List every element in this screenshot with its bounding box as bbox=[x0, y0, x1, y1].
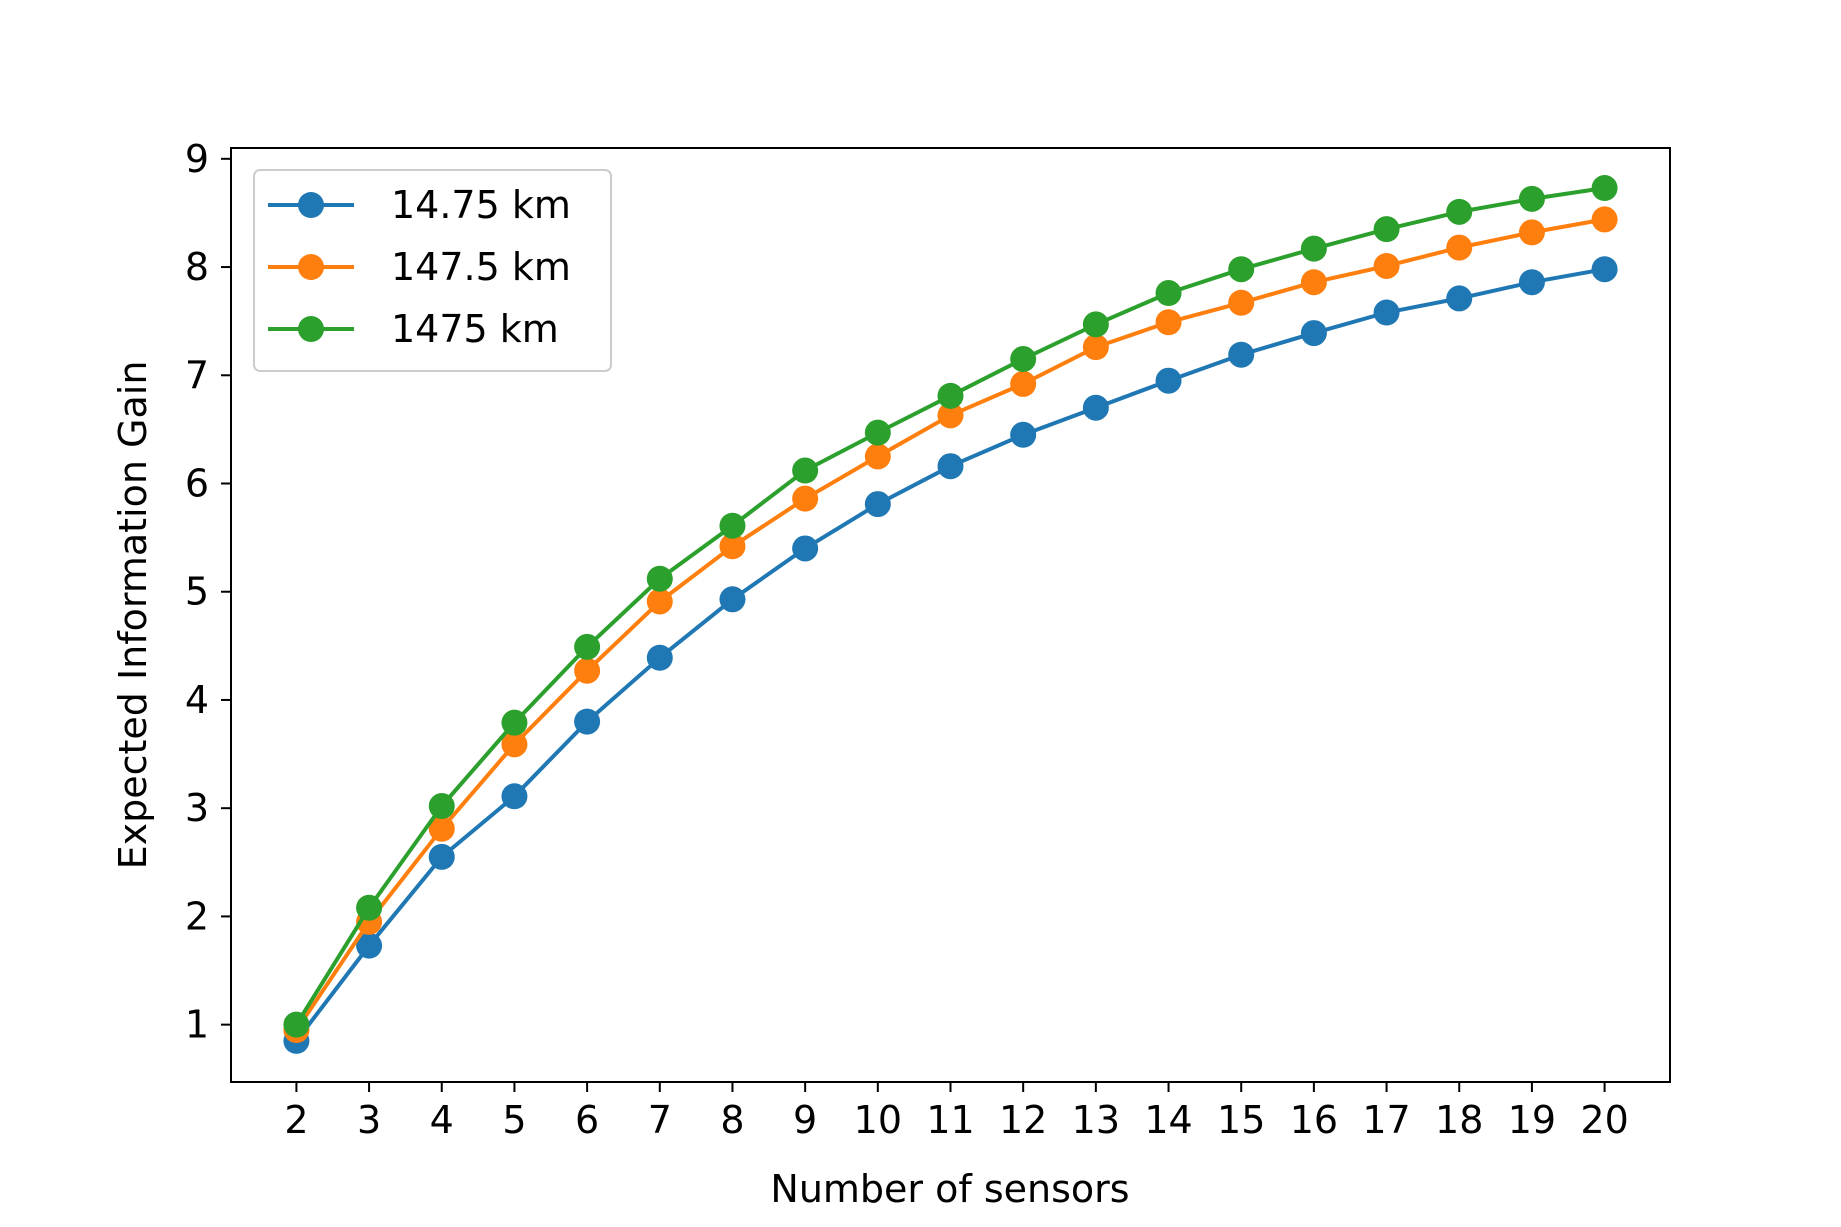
data-point-14-75-km bbox=[719, 586, 746, 613]
x-tick-label: 10 bbox=[854, 1098, 902, 1142]
data-point-1475-km bbox=[1010, 346, 1037, 373]
y-tick-label: 8 bbox=[185, 245, 209, 289]
data-point-1475-km bbox=[1446, 198, 1473, 225]
data-point-147-5-km bbox=[428, 815, 455, 842]
data-point-1475-km bbox=[428, 793, 455, 820]
x-axis-label: Number of sensors bbox=[770, 1167, 1129, 1211]
data-point-147-5-km bbox=[646, 588, 673, 615]
data-point-1475-km bbox=[937, 382, 964, 409]
data-point-14-75-km bbox=[1518, 269, 1545, 296]
x-tick-label: 8 bbox=[720, 1098, 744, 1142]
data-point-147-5-km bbox=[1446, 234, 1473, 261]
data-point-147-5-km bbox=[1228, 289, 1255, 316]
x-tick-label: 20 bbox=[1580, 1098, 1628, 1142]
y-tick-label: 5 bbox=[185, 570, 209, 614]
data-point-14-75-km bbox=[428, 843, 455, 870]
y-tick-label: 9 bbox=[185, 137, 209, 181]
data-point-147-5-km bbox=[1373, 252, 1400, 279]
legend-label: 14.75 km bbox=[391, 183, 571, 227]
y-tick-label: 1 bbox=[185, 1003, 209, 1047]
data-point-14-75-km bbox=[792, 535, 819, 562]
x-tick-label: 19 bbox=[1508, 1098, 1556, 1142]
data-point-14-75-km bbox=[864, 491, 891, 518]
x-tick-label: 9 bbox=[793, 1098, 817, 1142]
legend-label: 147.5 km bbox=[391, 245, 571, 289]
data-point-14-75-km bbox=[1228, 341, 1255, 368]
legend-marker bbox=[298, 192, 324, 218]
data-point-1475-km bbox=[719, 512, 746, 539]
data-point-1475-km bbox=[283, 1011, 310, 1038]
x-tick-label: 6 bbox=[575, 1098, 599, 1142]
x-tick-label: 3 bbox=[357, 1098, 381, 1142]
data-point-14-75-km bbox=[1446, 285, 1473, 312]
x-tick-label: 13 bbox=[1072, 1098, 1120, 1142]
data-point-147-5-km bbox=[937, 402, 964, 429]
x-tick-label: 14 bbox=[1144, 1098, 1192, 1142]
series-layer bbox=[283, 175, 1618, 1054]
legend-marker bbox=[298, 254, 324, 280]
data-point-147-5-km bbox=[719, 533, 746, 560]
data-point-1475-km bbox=[1591, 175, 1618, 202]
x-tick-label: 15 bbox=[1217, 1098, 1265, 1142]
data-point-14-75-km bbox=[574, 708, 601, 735]
data-point-147-5-km bbox=[1155, 309, 1182, 336]
y-axis: 1 2 3 4 5 6 7 8 9 bbox=[185, 137, 231, 1047]
x-tick-label: 11 bbox=[926, 1098, 974, 1142]
x-tick-label: 12 bbox=[999, 1098, 1047, 1142]
data-point-1475-km bbox=[1228, 256, 1255, 283]
data-point-147-5-km bbox=[1300, 269, 1327, 296]
data-point-14-75-km bbox=[937, 453, 964, 480]
data-point-1475-km bbox=[1082, 311, 1109, 338]
data-point-1475-km bbox=[1155, 280, 1182, 307]
data-point-14-75-km bbox=[1591, 256, 1618, 283]
data-point-1475-km bbox=[646, 565, 673, 592]
data-point-147-5-km bbox=[501, 731, 528, 758]
data-point-147-5-km bbox=[1082, 334, 1109, 361]
data-point-1475-km bbox=[356, 894, 383, 921]
data-point-1475-km bbox=[1300, 235, 1327, 262]
data-point-147-5-km bbox=[1518, 219, 1545, 246]
x-tick-label: 2 bbox=[284, 1098, 308, 1142]
data-point-147-5-km bbox=[574, 657, 601, 684]
data-point-14-75-km bbox=[1010, 421, 1037, 448]
legend-box bbox=[253, 169, 612, 372]
data-point-1475-km bbox=[1373, 216, 1400, 243]
data-point-14-75-km bbox=[1373, 299, 1400, 326]
data-point-1475-km bbox=[574, 633, 601, 660]
data-point-1475-km bbox=[501, 709, 528, 736]
y-tick-label: 7 bbox=[185, 353, 209, 397]
x-tick-label: 4 bbox=[430, 1098, 454, 1142]
data-point-1475-km bbox=[792, 457, 819, 484]
x-tick-label: 5 bbox=[502, 1098, 526, 1142]
x-tick-label: 17 bbox=[1362, 1098, 1410, 1142]
data-point-1475-km bbox=[864, 419, 891, 446]
y-tick-label: 6 bbox=[185, 462, 209, 506]
data-point-147-5-km bbox=[1010, 370, 1037, 397]
data-point-14-75-km bbox=[1300, 320, 1327, 347]
x-tick-label: 16 bbox=[1290, 1098, 1338, 1142]
legend-label: 1475 km bbox=[391, 307, 559, 351]
data-point-147-5-km bbox=[864, 443, 891, 470]
data-point-147-5-km bbox=[1591, 206, 1618, 233]
data-point-1475-km bbox=[1518, 185, 1545, 212]
data-point-14-75-km bbox=[1155, 367, 1182, 394]
y-axis-label: Expected Information Gain bbox=[111, 361, 155, 870]
x-tick-label: 7 bbox=[648, 1098, 672, 1142]
data-point-14-75-km bbox=[1082, 394, 1109, 421]
data-point-14-75-km bbox=[356, 932, 383, 959]
y-tick-label: 4 bbox=[185, 678, 209, 722]
legend-marker bbox=[298, 316, 324, 342]
data-point-147-5-km bbox=[792, 485, 819, 512]
y-tick-label: 2 bbox=[185, 894, 209, 938]
data-point-14-75-km bbox=[501, 783, 528, 810]
y-tick-label: 3 bbox=[185, 786, 209, 830]
data-point-14-75-km bbox=[646, 644, 673, 671]
x-axis: 2 3 4 5 6 7 8 9 10 11 12 13 14 15 16 17 18 19 20 bbox=[284, 1082, 1629, 1142]
x-tick-label: 18 bbox=[1435, 1098, 1483, 1142]
legend: 14.75 km 147.5 km 1475 km bbox=[253, 169, 612, 372]
